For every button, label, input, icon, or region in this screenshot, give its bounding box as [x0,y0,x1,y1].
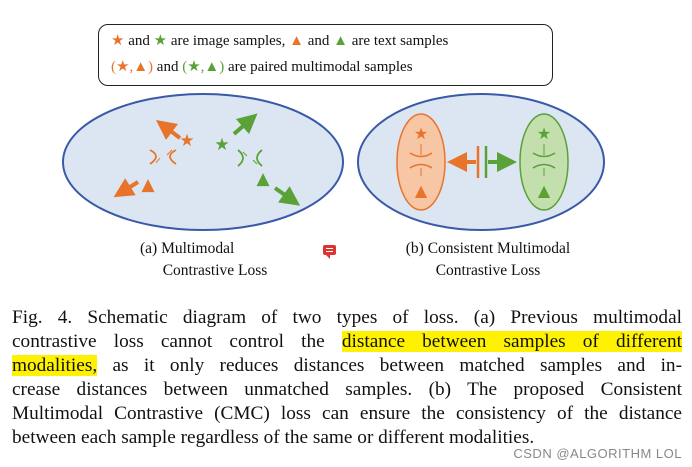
orange-triangle-icon: ▲ [415,181,428,200]
legend-line-2: (★,▲) and (★,▲) are paired multimodal sa… [111,57,413,76]
arrow-icon [232,113,258,136]
panel-a-label-line1: (a) Multimodal [140,240,235,257]
repel-arc-icon [169,149,177,165]
orange-triangle-icon: ▲ [289,33,304,49]
chat-icon[interactable] [323,245,336,259]
legend-text: are paired multimodal samples [228,59,413,75]
legend-text: and [128,33,150,49]
caption-text: as it only reduces distances between mat… [112,355,683,376]
green-star-icon: ★ [214,135,229,155]
caption-line: modalities, as it only reduces distances… [12,354,682,378]
panel-b-label: (b) Consistent Multimodal Contrastive Lo… [388,238,588,282]
repel-arc-icon [532,163,556,169]
repel-arc-icon [532,152,556,158]
orange-star-icon: ★ [179,131,194,151]
watermark: CSDN @ALGORITHM LOL [513,446,682,461]
panel-a-label: (a) Multimodal Contrastive Loss [140,238,290,282]
highlighted-text: modalities, [12,355,98,376]
legend-line-1: ★ and ★ are image samples, ▲ and ▲ are t… [111,31,448,50]
repel-arc-icon [149,149,157,165]
orange-group-ellipse [396,113,446,211]
repel-arc-icon [409,163,433,169]
orange-star-icon: ★ [111,33,125,49]
legend-box: ★ and ★ are image samples, ▲ and ▲ are t… [98,24,553,86]
caption-line: crease distances between unmatched sampl… [12,379,682,400]
legend-text: and [307,33,330,49]
arrow-icon [252,159,258,165]
caption-line: Multimodal Contrastive (CMC) loss can en… [12,403,682,424]
caption-line: contrastive loss cannot control the dist… [12,330,682,354]
green-star-icon: ★ [537,124,551,143]
green-triangle-icon: ▲ [333,33,349,49]
orange-star-icon: ★ [414,124,428,143]
diagram-svg: ★ ▲ ★ ▲ ★ ▲ ★ ▲ [62,93,605,231]
legend-text: and [156,59,179,75]
repel-arc-icon [409,152,433,158]
repel-arc-icon [237,149,244,167]
repel-arc-icon [256,149,263,167]
arrow-icon [166,149,173,156]
panel-b-label-line1: (b) Consistent Multimodal [405,240,571,257]
panel-b-label-line2: Contrastive Loss [435,262,541,279]
legend-text: are image samples, [170,33,286,49]
arrow-icon [156,120,182,140]
figure: ★ and ★ are image samples, ▲ and ▲ are t… [62,24,605,282]
caption-line: between each sample regardless of the sa… [12,427,535,448]
orange-pair-label: (★,▲) [111,59,154,75]
figure-caption: Fig. 4. Schematic diagram of two types o… [12,306,682,450]
caption-line: Fig. 4. Schematic diagram of two types o… [12,307,682,328]
panel-a-label-line2: Contrastive Loss [162,262,268,279]
green-star-icon: ★ [153,33,168,49]
highlighted-text: distance between samples of different [341,331,682,352]
green-pair-label: (★,▲) [182,59,225,75]
legend-text: are text samples [351,33,449,49]
ellipse-a [62,93,344,231]
arrow-icon [113,178,140,198]
arrow-icon [273,186,301,206]
arrow-icon [155,157,161,164]
caption-text: contrastive loss cannot control the [12,331,325,352]
orange-triangle-icon: ▲ [141,175,155,195]
green-triangle-icon: ▲ [538,181,551,200]
green-triangle-icon: ▲ [256,169,270,189]
arrow-icon [242,151,248,157]
green-group-ellipse [519,113,569,211]
